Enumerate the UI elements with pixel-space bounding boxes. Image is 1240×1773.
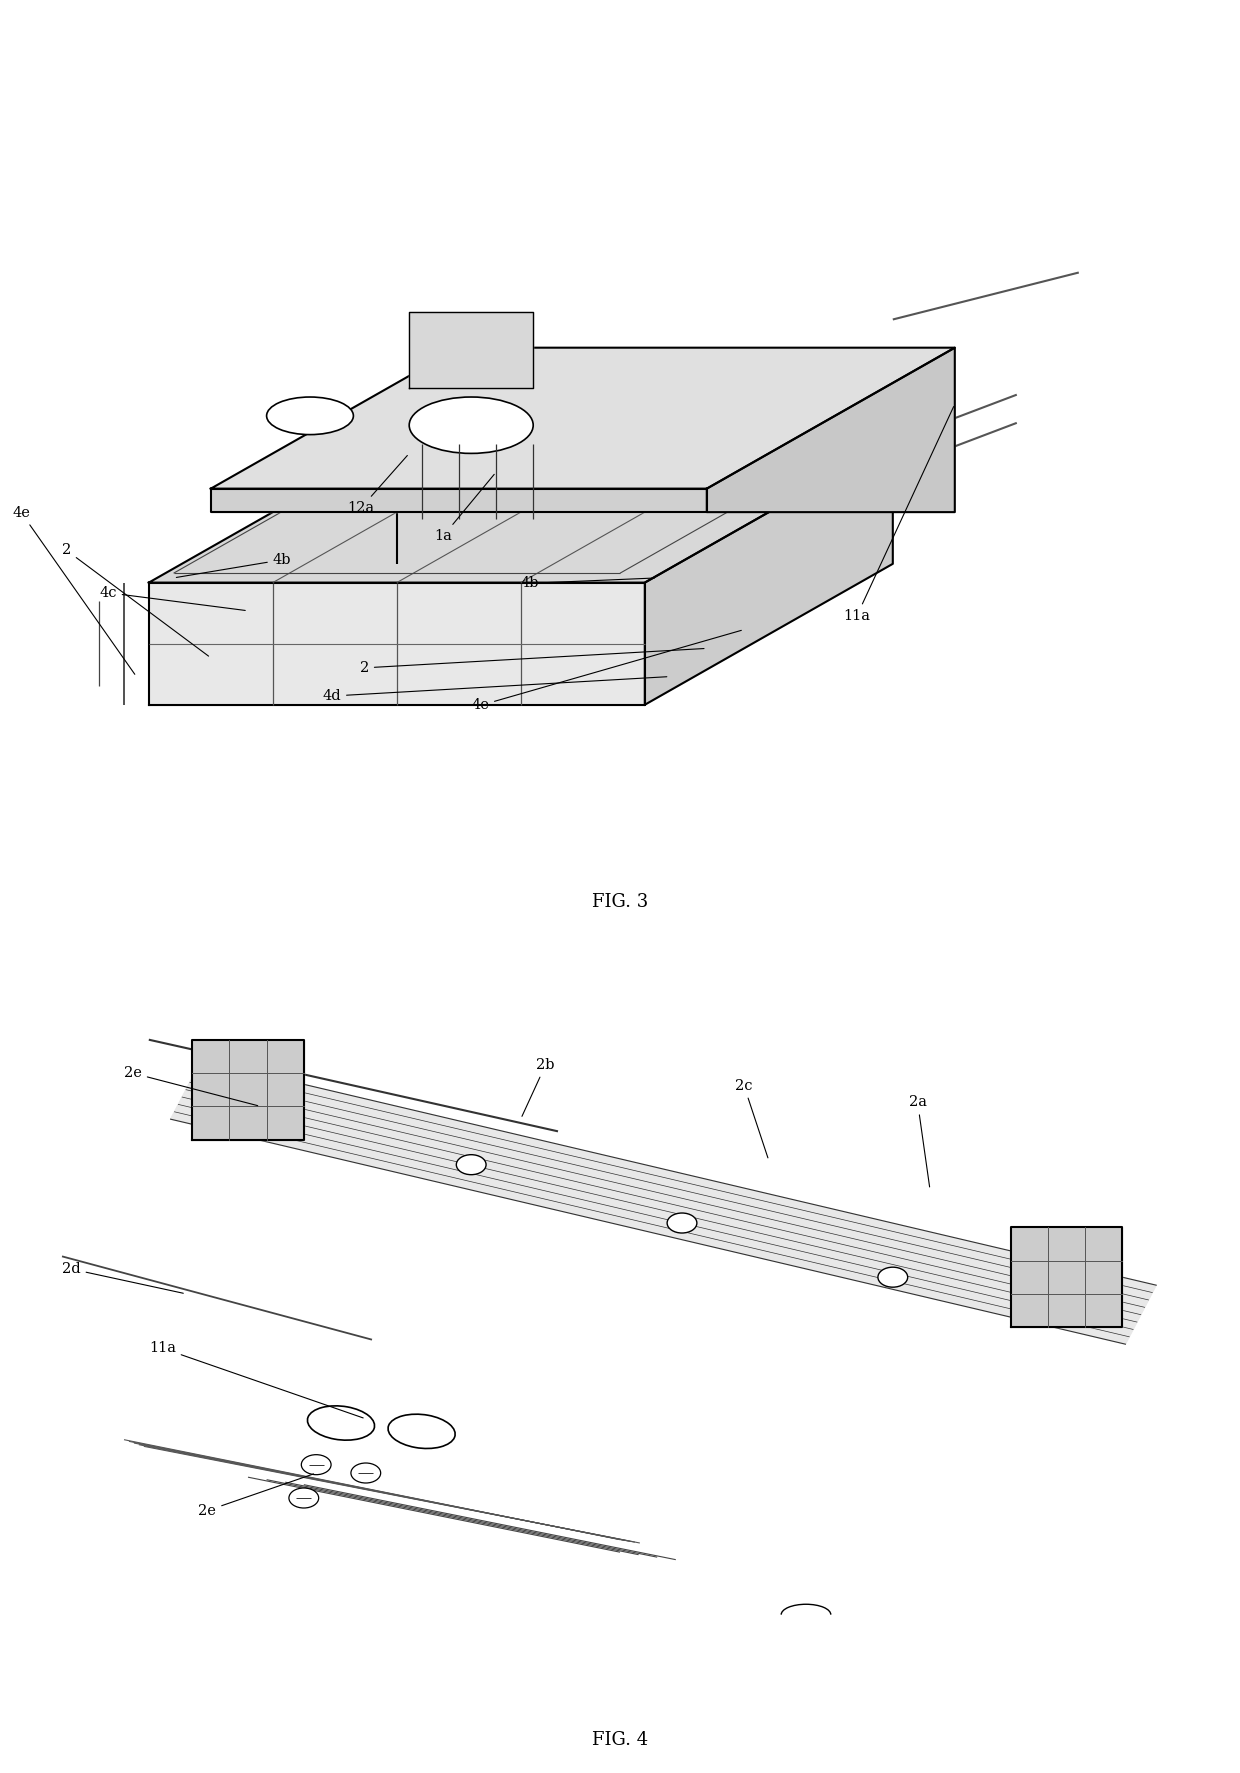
Text: 4e: 4e bbox=[12, 505, 135, 674]
Text: 11a: 11a bbox=[843, 406, 954, 622]
Text: 2b: 2b bbox=[522, 1058, 554, 1117]
Ellipse shape bbox=[267, 397, 353, 434]
Text: 2c: 2c bbox=[735, 1078, 768, 1158]
Text: 2: 2 bbox=[62, 543, 208, 656]
Circle shape bbox=[667, 1213, 697, 1232]
Polygon shape bbox=[211, 489, 707, 512]
Text: 2d: 2d bbox=[62, 1262, 184, 1293]
Text: 2e: 2e bbox=[198, 1473, 314, 1518]
Circle shape bbox=[301, 1454, 331, 1475]
Text: 4d: 4d bbox=[322, 677, 667, 704]
Text: 2e: 2e bbox=[124, 1066, 258, 1106]
Polygon shape bbox=[211, 348, 955, 489]
Text: 1a: 1a bbox=[434, 475, 495, 543]
Circle shape bbox=[289, 1488, 319, 1509]
Text: 4e: 4e bbox=[471, 631, 742, 713]
Text: 11a: 11a bbox=[149, 1340, 363, 1418]
Text: 4b: 4b bbox=[176, 553, 291, 578]
Circle shape bbox=[351, 1463, 381, 1482]
Text: 2: 2 bbox=[360, 649, 704, 676]
Polygon shape bbox=[409, 312, 533, 388]
Ellipse shape bbox=[409, 397, 533, 454]
Ellipse shape bbox=[388, 1415, 455, 1449]
Text: FIG. 4: FIG. 4 bbox=[591, 1730, 649, 1748]
Text: FIG. 3: FIG. 3 bbox=[591, 894, 649, 911]
Text: 2a: 2a bbox=[909, 1096, 930, 1186]
Circle shape bbox=[456, 1154, 486, 1175]
Circle shape bbox=[878, 1268, 908, 1287]
Text: 4b: 4b bbox=[521, 576, 655, 590]
Polygon shape bbox=[171, 1060, 1156, 1344]
Text: 12a: 12a bbox=[347, 456, 408, 516]
Polygon shape bbox=[1011, 1227, 1122, 1328]
Polygon shape bbox=[707, 348, 955, 512]
Ellipse shape bbox=[308, 1406, 374, 1440]
Text: 4c: 4c bbox=[99, 585, 246, 610]
Polygon shape bbox=[149, 583, 645, 704]
Polygon shape bbox=[645, 441, 893, 704]
Polygon shape bbox=[192, 1039, 304, 1140]
Polygon shape bbox=[149, 441, 893, 583]
